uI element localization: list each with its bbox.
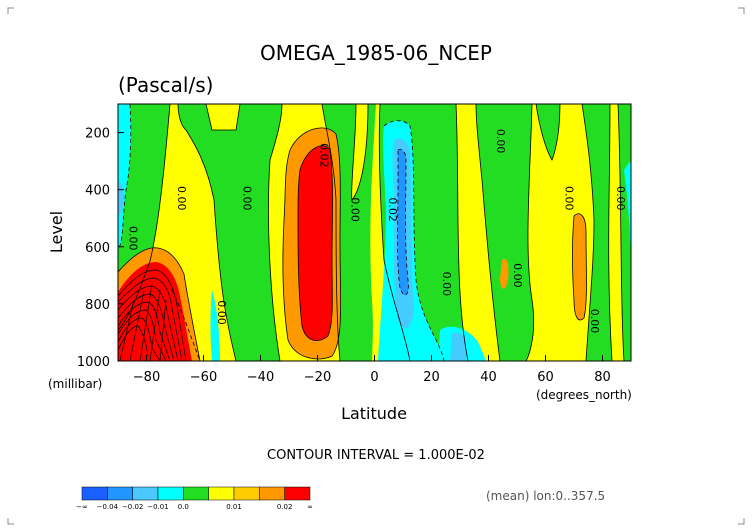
contour-label-8: 0.00: [494, 129, 507, 154]
contour-label-3: 0.00: [215, 300, 228, 325]
colorbar-label-0: −∞: [76, 503, 88, 511]
colorbar-swatch-1: [107, 486, 133, 501]
green-region-2: [178, 104, 252, 361]
colorbar-swatch-8: [284, 486, 311, 501]
y-tick-label: 1000: [77, 355, 110, 370]
x-axis-ticks: −80 −60 −40 −20 0 20 40 60 80: [133, 355, 611, 385]
colorbar-label-1: −0.04: [97, 503, 119, 511]
averaging-label: (mean) lon:0..357.5: [486, 489, 605, 503]
contour-label-11: 0.00: [614, 186, 627, 211]
y-tick-label: 400: [85, 184, 110, 199]
contour-lines: [118, 104, 625, 361]
contour-label-6: 0.02: [386, 197, 399, 222]
x-tick-label: 80: [594, 370, 611, 385]
contour-label-7: 0.00: [440, 272, 453, 297]
green-region-7: [582, 104, 612, 361]
cyan-region-2: [210, 290, 220, 361]
y-tick-label: 800: [85, 298, 110, 313]
red-region-west: [118, 262, 192, 361]
red-region-main: [298, 145, 333, 341]
colorbar-label-3: −0.01: [147, 503, 168, 511]
contour-labels: 0.00 0.00 0.00 0.00 0.02 0.00 0.02 0.00 0.00 0.00…: [126, 129, 626, 333]
colorbar-label-5: 0.01: [226, 503, 242, 511]
orange-region-small: [500, 258, 509, 289]
x-tick-label: −20: [304, 370, 331, 385]
x-tick-label: 60: [537, 370, 554, 385]
contour-label-10: 0.00: [562, 186, 575, 211]
plot-area: 0.00 0.00 0.00 0.00 0.02 0.00 0.02 0.00 0.00 0.00…: [118, 104, 631, 361]
contour-label-4: 0.02: [317, 143, 330, 168]
corner-marks: [7, 7, 745, 525]
contour-label-9: 0.00: [511, 263, 524, 288]
contour-label-12: 0.00: [588, 309, 601, 334]
colorbar-swatch-6: [233, 486, 260, 501]
colorbar-label-4: 0.0: [178, 503, 189, 511]
colorbar-swatch-2: [132, 486, 159, 501]
colorbar-swatch-0: [81, 486, 108, 501]
y-tick-label: 600: [85, 241, 110, 256]
colorbar-label-7: ∞: [307, 503, 313, 511]
contour-interval-label: CONTOUR INTERVAL = 1.000E-02: [267, 448, 485, 463]
lightblue-region-4: [450, 332, 466, 361]
x-tick-label: −80: [133, 370, 160, 385]
y-axis-label: Level: [47, 211, 66, 253]
colorbar-swatch-5: [208, 486, 235, 501]
contour-label-0: 0.00: [175, 186, 188, 211]
colorbar-label-2: −0.02: [122, 503, 143, 511]
cyan-region-west: [118, 104, 131, 250]
y-axis-ticks: 200 400 600 800 1000: [77, 127, 124, 370]
x-axis-label: Latitude: [341, 404, 407, 423]
x-tick-label: 0: [370, 370, 378, 385]
y-unit-label: (millibar): [48, 377, 102, 391]
contour-label-5: 0.00: [349, 197, 362, 222]
chart-title: OMEGA_1985-06_NCEP: [260, 41, 492, 65]
colorbar-swatch-4: [183, 486, 209, 501]
west-dense-contours: [118, 269, 187, 361]
colorbar-swatch-3: [157, 486, 184, 501]
lightblue-region-west: [118, 180, 125, 215]
colorbar: −∞ −0.04 −0.02 −0.01 0.0 0.01 0.02 ∞: [76, 486, 313, 511]
contour-label-2: 0.00: [126, 226, 139, 251]
cyan-region-east: [624, 160, 631, 260]
y-tick-label: 200: [85, 127, 110, 142]
contour-label-1: 0.00: [240, 186, 253, 211]
orange-region-east: [572, 213, 587, 320]
x-unit-label: (degrees_north): [536, 388, 632, 402]
negative-contour-lines: [118, 104, 445, 361]
green-region-6: [476, 104, 560, 361]
x-tick-label: 40: [480, 370, 497, 385]
colorbar-swatch-7: [259, 486, 285, 501]
x-tick-label: −40: [247, 370, 274, 385]
chart-units: (Pascal/s): [118, 73, 213, 97]
blue-region-core: [397, 149, 409, 295]
colorbar-label-6: 0.02: [277, 503, 293, 511]
x-tick-label: −60: [190, 370, 217, 385]
green-region-3: [252, 104, 282, 361]
x-tick-label: 20: [423, 370, 440, 385]
